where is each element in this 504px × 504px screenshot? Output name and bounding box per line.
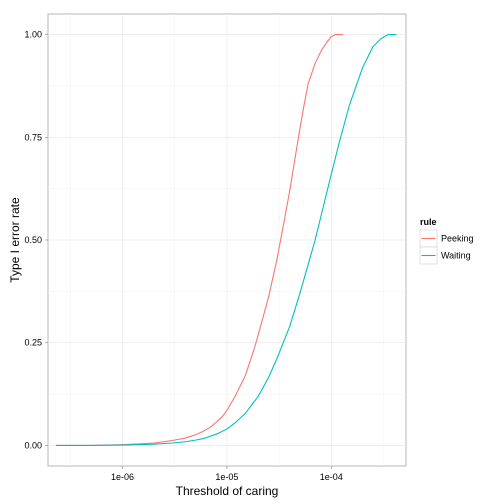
legend-item-peeking: Peeking <box>419 229 474 248</box>
y-tick-label: 0.25 <box>24 338 42 348</box>
series-layer <box>55 33 397 447</box>
x-tick-label: 1e-06 <box>111 472 134 482</box>
legend-item-waiting: Waiting <box>419 246 471 265</box>
legend-label: Waiting <box>441 251 471 261</box>
legend-items: Peeking Waiting <box>419 229 474 265</box>
x-axis-title: Threshold of caring <box>176 484 279 498</box>
y-tick-label: 0.50 <box>24 235 42 245</box>
x-tick-label: 1e-05 <box>215 472 238 482</box>
x-axis-ticks: 1e-06 1e-05 1e-04 <box>111 466 343 482</box>
legend-label: Peeking <box>441 234 474 244</box>
legend: rule Peeking Waiting <box>419 217 474 265</box>
y-axis-ticks: 0.00 0.25 0.50 0.75 1.00 <box>24 30 48 450</box>
y-axis-title: Type I error rate <box>8 197 22 283</box>
y-tick-label: 0.75 <box>24 132 42 142</box>
x-tick-label: 1e-04 <box>320 472 343 482</box>
y-tick-label: 1.00 <box>24 30 42 40</box>
y-tick-label: 0.00 <box>24 440 42 450</box>
legend-title: rule <box>420 217 437 227</box>
series-line-waiting <box>55 33 397 447</box>
series-line-peeking <box>55 33 344 447</box>
grid-major <box>48 14 406 466</box>
